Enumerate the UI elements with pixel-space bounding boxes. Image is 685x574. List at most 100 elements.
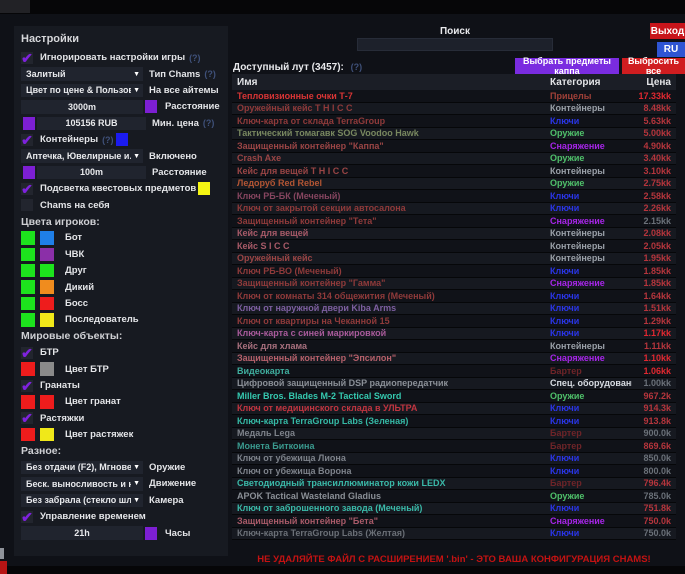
text-input[interactable] [21, 100, 143, 114]
select-kappa-items-button[interactable]: Выбрать предметы каппа [515, 56, 619, 76]
help-icon[interactable]: (?) [189, 52, 201, 63]
column-name[interactable]: Имя [237, 76, 258, 88]
color-swatch-primary[interactable] [21, 280, 35, 294]
loot-row[interactable]: Светодиодный трансиллюминатор кожи LEDX Б… [232, 477, 676, 490]
loot-row[interactable]: Кейс S I C C Контейнеры 2.05kk [232, 240, 676, 253]
loot-row[interactable]: Видеокарта Бартер 1.06kk [232, 365, 676, 378]
checkbox[interactable]: ✔ [21, 344, 33, 361]
color-swatch-secondary[interactable] [40, 296, 54, 311]
settings-row: Дикий [21, 280, 224, 294]
color-swatch[interactable] [115, 133, 128, 147]
loot-row[interactable]: Цифровой защищенный DSP радиопередатчик С… [232, 377, 676, 390]
checkbox[interactable]: ✔ [21, 131, 33, 148]
text-input[interactable] [37, 116, 146, 130]
loot-row[interactable]: Ключ от закрытой секции автосалона Ключи 2… [232, 202, 676, 215]
color-swatch-secondary[interactable] [40, 427, 54, 442]
color-swatch-primary[interactable] [21, 264, 35, 278]
loot-item-category: Оружие [550, 178, 585, 189]
loot-row[interactable]: APOK Tactical Wasteland Gladius Оружие 785… [232, 490, 676, 503]
loot-row[interactable]: Ключ от заброшенного завода (Меченый) Клю… [232, 502, 676, 515]
loot-row[interactable]: Оружейный кейс Контейнеры 1.95kk [232, 252, 676, 265]
loot-item-price: 1.11kk [643, 340, 671, 351]
loot-row[interactable]: Ключ РБ-БК (Меченый) Ключи 2.58kk [232, 190, 676, 203]
dropdown[interactable]: Залитый ▼ [21, 67, 143, 81]
loot-row[interactable]: Ключ-карта TerraGroup Labs (Зеленая) Ключ… [232, 415, 676, 428]
exit-button[interactable]: Выход [650, 23, 685, 39]
color-swatch-primary[interactable] [21, 362, 35, 376]
help-icon[interactable]: (?) [350, 62, 363, 72]
loot-row[interactable]: Ключ от квартиры на Чеканной 15 Ключи 1.29… [232, 315, 676, 328]
text-input[interactable] [37, 165, 146, 180]
checkbox[interactable]: ✔ [21, 180, 33, 197]
loot-row[interactable]: Ключ от медицинского склада в УЛЬТРА Ключ… [232, 402, 676, 415]
color-swatch[interactable] [23, 165, 35, 179]
loot-row[interactable]: Ледоруб Red Rebel Оружие 2.75kk [232, 177, 676, 190]
color-swatch-primary[interactable] [21, 427, 35, 442]
loot-row[interactable]: Защищенный контейнер "Тета" Снаряжение 2.1… [232, 215, 676, 228]
loot-row[interactable]: Ключ от убежища Лиона Ключи 850.0k [232, 452, 676, 465]
loot-row[interactable]: Тактический томагавк SOG Voodoo Hawk Оруж… [232, 127, 676, 140]
settings-panel: Настройки ✔ Игнорировать настройки игры (?… [14, 26, 228, 556]
color-swatch-secondary[interactable] [40, 231, 54, 245]
loot-row[interactable]: Ключ-карта от склада TerraGroup Ключи 5.63… [232, 115, 676, 128]
dropdown[interactable]: Без забрала (стекло шлема)▼ [21, 493, 143, 507]
loot-row[interactable]: Оружейный кейс T H I C C Контейнеры 8.48kk [232, 102, 676, 115]
loot-row[interactable]: Кейс для вещей T H I C C Контейнеры 3.10kk [232, 165, 676, 178]
loot-row[interactable]: Тепловизионные очки Т-7 Прицелы 17.33kk [232, 90, 676, 103]
color-swatch-secondary[interactable] [40, 247, 54, 262]
color-swatch-primary[interactable] [21, 247, 35, 262]
checkbox[interactable]: ✔ [21, 508, 33, 525]
help-icon[interactable]: (?) [202, 118, 215, 129]
loot-row[interactable]: Ключ от наружной двери Kiba Arms Ключи 1.5… [232, 302, 676, 315]
loot-row[interactable]: Ключ-карта с синей маркировкой Ключи 1.17k… [232, 327, 676, 340]
dropdown[interactable]: Беск. выносливость и нет уста▼ [21, 477, 143, 491]
language-button[interactable]: RU [657, 42, 685, 57]
search-input[interactable] [357, 38, 553, 51]
discard-all-button[interactable]: Выбросить все [622, 56, 685, 76]
loot-row[interactable]: Ключ РБ-ВО (Меченый) Ключи 1.85kk [232, 265, 676, 278]
column-price[interactable]: Цена [646, 76, 671, 88]
dropdown[interactable]: Аптечка, Ювелирные и... ▼ [21, 149, 143, 163]
color-swatch[interactable] [23, 116, 35, 130]
color-swatch[interactable] [198, 182, 211, 196]
loot-row[interactable]: Кейс для вещей Контейнеры 2.08kk [232, 227, 676, 240]
color-swatch-secondary[interactable] [40, 362, 54, 376]
loot-row[interactable]: Ключ-карта TerraGroup Labs (Желтая) Ключи… [232, 527, 676, 540]
loot-row[interactable]: Защищенный контейнер "Каппа" Снаряжение 4.… [232, 140, 676, 153]
text-input[interactable] [21, 526, 143, 540]
dropdown[interactable]: Без отдачи (F2), Мгновенное п▼ [21, 460, 143, 475]
loot-row[interactable]: Монета Биткоина Бартер 869.6k [232, 440, 676, 453]
color-swatch-primary[interactable] [21, 296, 35, 311]
checkbox[interactable]: ✔ [21, 49, 33, 66]
loot-item-name: Защищенный контейнер "Гамма" [237, 278, 386, 289]
loot-item-name: Miller Bros. Blades M-2 Tactical Sword [237, 390, 402, 401]
color-swatch-secondary[interactable] [40, 264, 54, 278]
color-swatch-primary[interactable] [21, 395, 35, 409]
loot-row[interactable]: Защищенный контейнер "Эпсилон" Снаряжение… [232, 352, 676, 365]
checkbox[interactable]: ✔ [21, 410, 33, 427]
checkbox[interactable]: ✔ [21, 377, 33, 394]
column-category[interactable]: Категория [550, 76, 601, 88]
checkbox[interactable] [21, 199, 33, 212]
loot-row[interactable]: Ключ от убежища Ворона Ключи 800.0k [232, 465, 676, 478]
dropdown[interactable]: Цвет по цене & Пользователь▼ [21, 83, 143, 98]
loot-row[interactable]: Защищенный контейнер "Бета" Снаряжение 750… [232, 515, 676, 528]
loot-row[interactable]: Miller Bros. Blades M-2 Tactical Sword Ор… [232, 390, 676, 403]
settings-row: Цвет растяжек [21, 427, 224, 442]
color-swatch[interactable] [145, 100, 157, 114]
color-swatch-secondary[interactable] [40, 280, 54, 294]
loot-item-category: Снаряжение [550, 278, 605, 289]
color-swatch-secondary[interactable] [40, 395, 54, 409]
color-swatch[interactable] [145, 526, 157, 540]
color-swatch-primary[interactable] [21, 313, 35, 327]
loot-row[interactable]: Кейс для хлама Контейнеры 1.11kk [232, 340, 676, 353]
loot-row[interactable]: Медаль Lega Бартер 900.0k [232, 427, 676, 440]
help-icon[interactable]: (?) [102, 134, 114, 145]
loot-row[interactable]: Ключ от комнаты 314 общежития (Меченый) К… [232, 290, 676, 303]
loot-row[interactable]: Защищенный контейнер "Гамма" Снаряжение 1.… [232, 277, 676, 290]
color-swatch-primary[interactable] [21, 231, 35, 245]
color-swatch-secondary[interactable] [40, 313, 54, 327]
help-icon[interactable]: (?) [204, 69, 216, 80]
loot-item-name: Защищенный контейнер "Бета" [237, 515, 378, 526]
loot-row[interactable]: Crash Axe Оружие 3.40kk [232, 152, 676, 165]
